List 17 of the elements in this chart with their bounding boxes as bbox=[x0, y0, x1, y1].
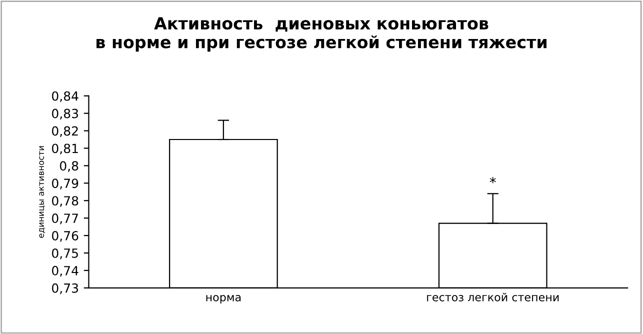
y-tick-label: 0,73 bbox=[52, 283, 78, 294]
y-tick-label: 0,77 bbox=[52, 214, 78, 224]
y-axis-title: единицы активности bbox=[39, 146, 46, 238]
y-tick-label: 0,84 bbox=[52, 91, 78, 102]
y-tick-label: 0,76 bbox=[52, 231, 78, 242]
y-tick-label: 0,74 bbox=[52, 266, 78, 277]
annotation: * bbox=[490, 176, 496, 184]
x-tick-label: норма bbox=[206, 294, 241, 304]
chart-title: Активность диеновых коньюгатов в норме и при гестозе легкой степени тяжести bbox=[96, 17, 546, 52]
y-tick-label: 0,8 bbox=[60, 161, 78, 172]
y-tick-label: 0,75 bbox=[52, 248, 78, 260]
y-tick-label: 0,79 bbox=[52, 178, 78, 190]
y-tick-label: 0,82 bbox=[52, 126, 78, 137]
y-tick-label: 0,83 bbox=[52, 108, 78, 120]
y-tick-label: 0,81 bbox=[52, 144, 78, 154]
x-tick-label: гестоз легкой степени bbox=[427, 292, 559, 302]
y-tick-label: 0,78 bbox=[52, 196, 78, 207]
